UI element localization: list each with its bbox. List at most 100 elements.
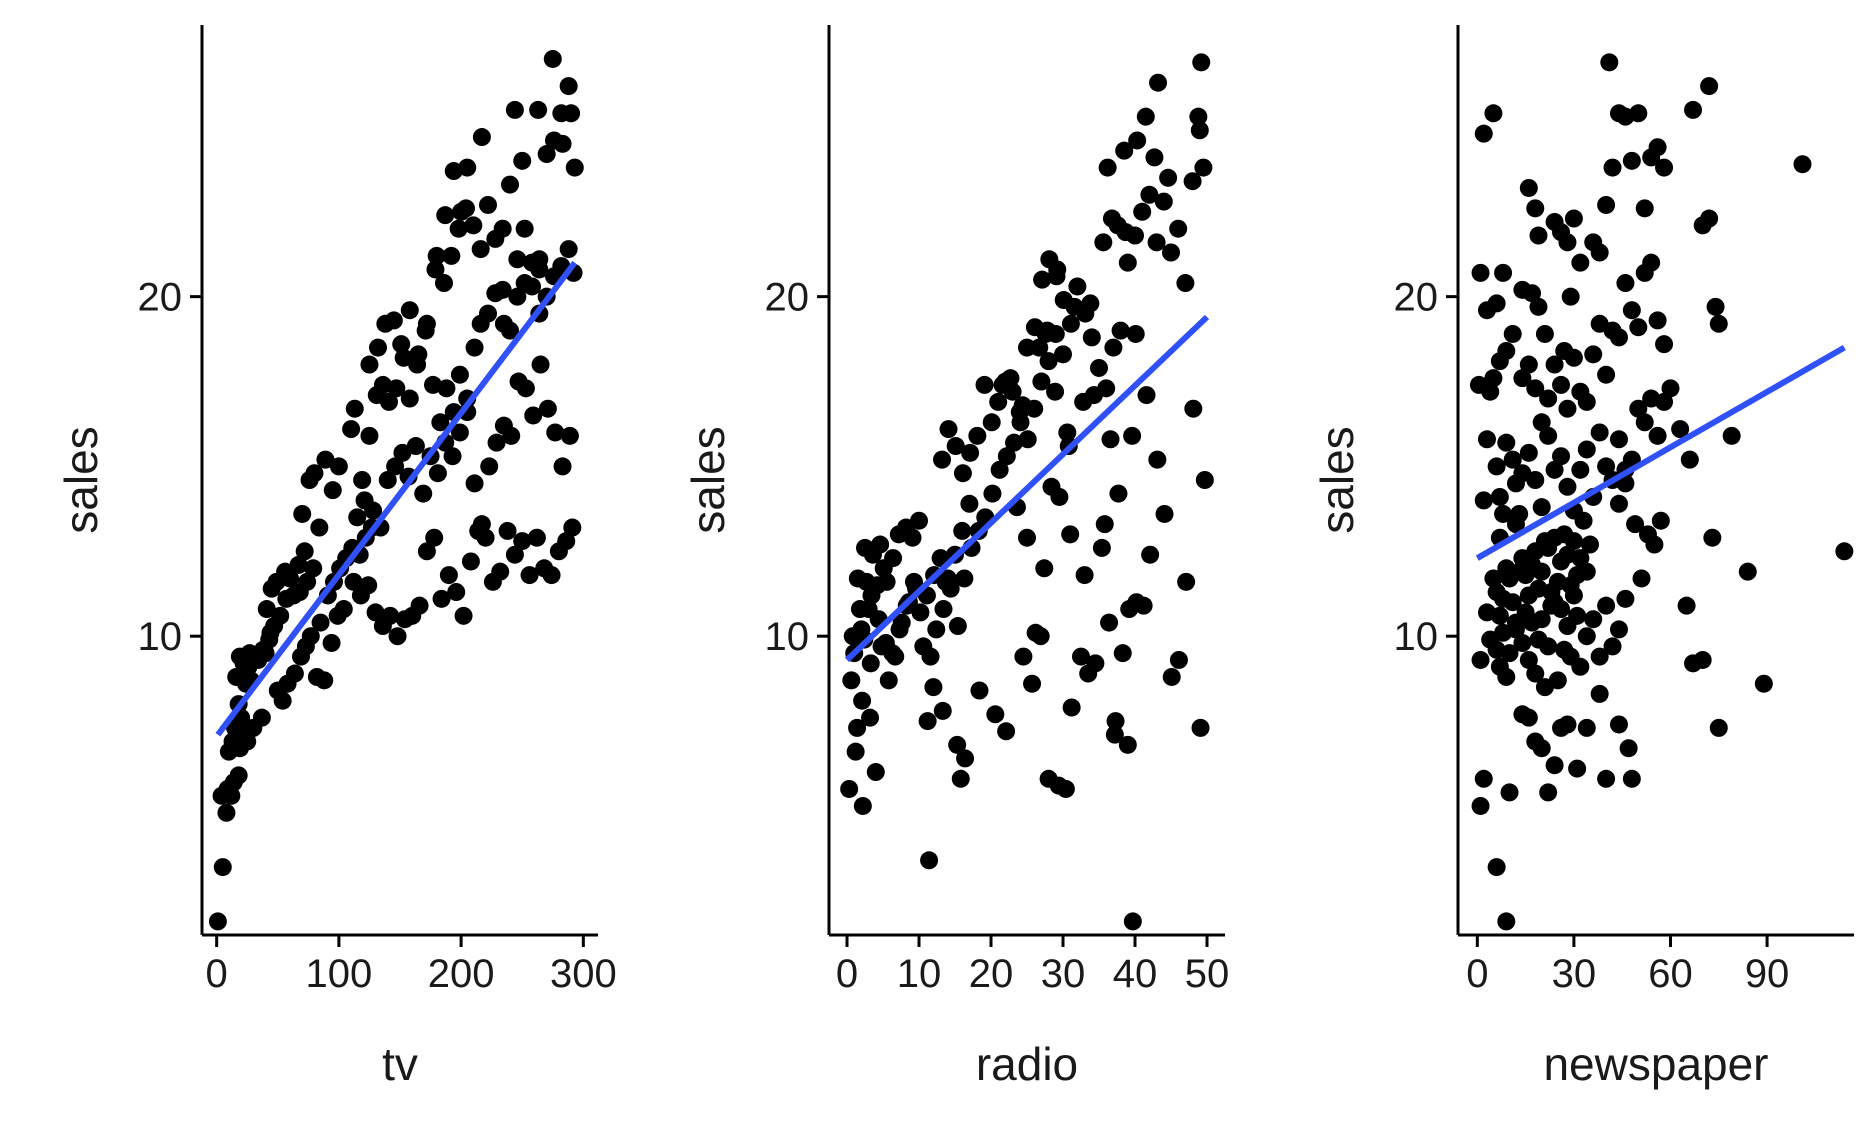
data-point — [256, 644, 275, 663]
data-point — [1529, 297, 1548, 316]
data-point — [983, 484, 1002, 503]
data-point — [428, 464, 447, 483]
x-tick-label: 0 — [836, 952, 858, 996]
data-point — [1626, 515, 1645, 534]
data-point — [392, 335, 411, 354]
data-point — [450, 365, 469, 384]
data-point — [939, 420, 958, 439]
data-point — [271, 606, 290, 625]
data-point — [862, 586, 881, 605]
data-point — [1651, 511, 1670, 530]
x-axis-title: tv — [382, 1038, 418, 1090]
data-point — [559, 77, 578, 96]
data-point — [1571, 253, 1590, 272]
data-point — [1642, 253, 1661, 272]
data-point — [1590, 684, 1609, 703]
data-point — [1474, 491, 1493, 510]
data-point — [1082, 328, 1101, 347]
data-point — [1023, 674, 1042, 693]
data-point — [227, 667, 246, 686]
data-point — [310, 518, 329, 537]
data-point — [1609, 620, 1628, 639]
data-point — [394, 348, 413, 367]
data-point — [850, 600, 869, 619]
data-point — [1513, 369, 1532, 388]
data-point — [1571, 549, 1590, 568]
y-axis-title: sales — [682, 426, 734, 533]
data-point — [553, 457, 572, 476]
data-point — [1105, 725, 1124, 744]
data-point — [1497, 667, 1516, 686]
data-point — [948, 735, 967, 754]
data-point — [1159, 168, 1178, 187]
data-point — [1558, 399, 1577, 418]
data-point — [1184, 399, 1203, 418]
data-point — [927, 620, 946, 639]
x-tick-label: 100 — [306, 952, 373, 996]
x-tick-label: 200 — [428, 952, 495, 996]
data-point — [208, 912, 227, 931]
data-point — [1013, 396, 1032, 415]
data-point — [1680, 450, 1699, 469]
data-point — [1038, 321, 1057, 340]
data-point — [955, 569, 974, 588]
data-point — [879, 671, 898, 690]
data-point — [493, 219, 512, 238]
data-point — [443, 447, 462, 466]
data-point — [452, 202, 471, 221]
data-point — [557, 532, 576, 551]
data-point — [1101, 430, 1120, 449]
data-point — [513, 532, 532, 551]
data-point — [1590, 423, 1609, 442]
data-point — [1092, 538, 1111, 557]
data-point — [1487, 457, 1506, 476]
data-point — [1471, 650, 1490, 669]
data-point — [380, 392, 398, 411]
data-point — [1568, 759, 1587, 778]
data-point — [1137, 386, 1156, 405]
data-point — [1058, 423, 1077, 442]
data-point — [990, 460, 1009, 479]
x-tick-label: 50 — [1185, 952, 1230, 996]
y-tick-label: 10 — [138, 615, 183, 659]
data-point — [948, 617, 967, 636]
x-tick-label: 60 — [1648, 952, 1693, 996]
data-point — [1005, 433, 1024, 452]
data-point — [1123, 912, 1142, 931]
data-point — [316, 450, 335, 469]
data-point — [1526, 471, 1545, 489]
data-point — [1098, 158, 1117, 177]
data-point — [524, 406, 543, 425]
data-point — [1561, 287, 1580, 306]
data-point — [951, 769, 970, 788]
data-point — [1018, 430, 1037, 449]
data-point — [1671, 420, 1690, 439]
data-point — [1523, 284, 1542, 303]
data-point — [953, 464, 972, 483]
data-point — [1548, 671, 1567, 690]
data-point — [1474, 124, 1493, 143]
data-point — [472, 515, 491, 534]
data-point — [516, 379, 535, 398]
data-point — [1191, 718, 1210, 737]
panel-tv: 0 100 200 300 10 20 tv sales — [55, 25, 617, 1090]
data-point — [217, 803, 236, 822]
data-point — [982, 413, 1001, 432]
data-point — [1545, 756, 1564, 775]
data-point — [1484, 369, 1503, 388]
data-point — [1141, 545, 1160, 564]
data-point — [1497, 433, 1516, 452]
data-point — [1046, 382, 1065, 401]
data-point — [1558, 233, 1577, 252]
data-point — [465, 338, 484, 357]
data-point — [1086, 654, 1105, 673]
data-point — [1133, 202, 1152, 221]
data-point — [1519, 443, 1538, 462]
data-point — [1169, 219, 1188, 238]
data-point — [1648, 138, 1667, 157]
data-point — [1026, 623, 1045, 642]
data-point — [285, 664, 304, 683]
data-point — [960, 494, 979, 513]
data-point — [1032, 372, 1051, 391]
data-point — [997, 447, 1016, 466]
